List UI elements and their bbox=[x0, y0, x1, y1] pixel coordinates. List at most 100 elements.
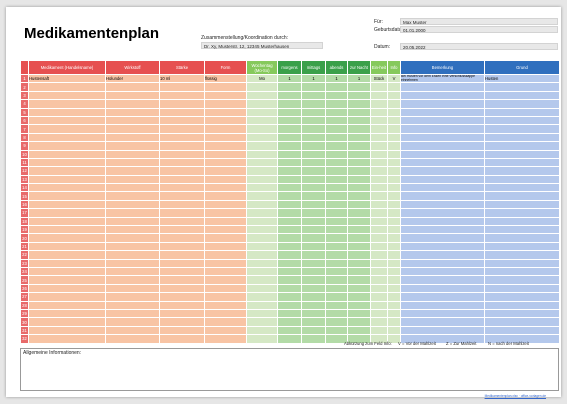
wochentag-cell[interactable] bbox=[246, 124, 278, 134]
grund-cell[interactable] bbox=[484, 334, 560, 344]
grund-cell[interactable] bbox=[484, 275, 560, 285]
wochentag-cell[interactable] bbox=[246, 283, 278, 294]
grund-cell[interactable] bbox=[484, 233, 560, 243]
info-cell[interactable]: V bbox=[387, 73, 401, 84]
morgens-cell[interactable] bbox=[277, 99, 302, 109]
mittags-cell[interactable] bbox=[301, 132, 326, 143]
wochentag-cell[interactable] bbox=[246, 308, 278, 319]
bemerkung-cell[interactable] bbox=[400, 166, 485, 176]
form-cell[interactable] bbox=[204, 149, 247, 159]
grund-cell[interactable] bbox=[484, 325, 560, 336]
staerke-cell[interactable] bbox=[159, 225, 205, 235]
zur-nacht-cell[interactable] bbox=[347, 225, 371, 235]
morgens-cell[interactable] bbox=[277, 149, 302, 159]
wochentag-cell[interactable] bbox=[246, 317, 278, 327]
morgens-cell[interactable] bbox=[277, 266, 302, 277]
form-cell[interactable] bbox=[204, 141, 247, 151]
staerke-cell[interactable] bbox=[159, 124, 205, 134]
wochentag-cell[interactable] bbox=[246, 90, 278, 101]
mittags-cell[interactable] bbox=[301, 216, 326, 227]
mittags-cell[interactable] bbox=[301, 325, 326, 336]
mittags-cell[interactable] bbox=[301, 183, 326, 193]
medikament-cell[interactable] bbox=[28, 266, 106, 277]
bemerkung-cell[interactable] bbox=[400, 308, 485, 319]
staerke-cell[interactable] bbox=[159, 208, 205, 218]
form-cell[interactable] bbox=[204, 132, 247, 143]
morgens-cell[interactable] bbox=[277, 132, 302, 143]
einheit-cell[interactable] bbox=[370, 124, 388, 134]
wirkstoff-cell[interactable] bbox=[105, 300, 160, 310]
mittags-cell[interactable] bbox=[301, 90, 326, 101]
form-cell[interactable]: flüssig bbox=[204, 73, 247, 84]
info-cell[interactable] bbox=[387, 199, 401, 210]
bemerkung-cell[interactable] bbox=[400, 208, 485, 218]
wirkstoff-cell[interactable]: Holunder bbox=[105, 73, 160, 84]
grund-cell[interactable] bbox=[484, 149, 560, 159]
abends-cell[interactable] bbox=[325, 283, 348, 294]
abends-cell[interactable] bbox=[325, 90, 348, 101]
form-cell[interactable] bbox=[204, 199, 247, 210]
medikament-cell[interactable] bbox=[28, 241, 106, 252]
zur-nacht-cell[interactable] bbox=[347, 208, 371, 218]
einheit-cell[interactable] bbox=[370, 241, 388, 252]
einheit-cell[interactable] bbox=[370, 308, 388, 319]
einheit-cell[interactable] bbox=[370, 317, 388, 327]
zur-nacht-cell[interactable] bbox=[347, 191, 371, 201]
zur-nacht-cell[interactable] bbox=[347, 241, 371, 252]
wochentag-cell[interactable] bbox=[246, 250, 278, 260]
grund-cell[interactable] bbox=[484, 258, 560, 269]
grund-cell[interactable] bbox=[484, 166, 560, 176]
medikament-cell[interactable] bbox=[28, 233, 106, 243]
mittags-cell[interactable] bbox=[301, 99, 326, 109]
wirkstoff-cell[interactable] bbox=[105, 174, 160, 185]
morgens-cell[interactable] bbox=[277, 250, 302, 260]
morgens-cell[interactable] bbox=[277, 183, 302, 193]
bemerkung-cell[interactable] bbox=[400, 292, 485, 302]
medikament-cell[interactable] bbox=[28, 132, 106, 143]
wochentag-cell[interactable] bbox=[246, 334, 278, 344]
staerke-cell[interactable] bbox=[159, 166, 205, 176]
form-cell[interactable] bbox=[204, 317, 247, 327]
info-cell[interactable] bbox=[387, 225, 401, 235]
staerke-cell[interactable] bbox=[159, 233, 205, 243]
info-cell[interactable] bbox=[387, 115, 401, 126]
staerke-cell[interactable] bbox=[159, 132, 205, 143]
zur-nacht-cell[interactable] bbox=[347, 107, 371, 117]
wochentag-cell[interactable] bbox=[246, 258, 278, 269]
staerke-cell[interactable] bbox=[159, 149, 205, 159]
info-cell[interactable] bbox=[387, 216, 401, 227]
bemerkung-cell[interactable] bbox=[400, 157, 485, 168]
abends-cell[interactable] bbox=[325, 317, 348, 327]
zur-nacht-cell[interactable] bbox=[347, 132, 371, 143]
abends-cell[interactable] bbox=[325, 99, 348, 109]
morgens-cell[interactable] bbox=[277, 174, 302, 185]
bemerkung-cell[interactable] bbox=[400, 225, 485, 235]
grund-cell[interactable] bbox=[484, 308, 560, 319]
grund-cell[interactable] bbox=[484, 141, 560, 151]
zur-nacht-cell[interactable] bbox=[347, 115, 371, 126]
abends-cell[interactable] bbox=[325, 115, 348, 126]
mittags-cell[interactable] bbox=[301, 141, 326, 151]
abends-cell[interactable] bbox=[325, 208, 348, 218]
morgens-cell[interactable] bbox=[277, 82, 302, 92]
zur-nacht-cell[interactable] bbox=[347, 308, 371, 319]
bemerkung-cell[interactable] bbox=[400, 216, 485, 227]
medikament-cell[interactable] bbox=[28, 141, 106, 151]
medikament-cell[interactable] bbox=[28, 275, 106, 285]
abends-cell[interactable] bbox=[325, 183, 348, 193]
zur-nacht-cell[interactable] bbox=[347, 233, 371, 243]
zur-nacht-cell[interactable] bbox=[347, 216, 371, 227]
abends-cell[interactable] bbox=[325, 250, 348, 260]
bemerkung-cell[interactable] bbox=[400, 233, 485, 243]
mittags-cell[interactable] bbox=[301, 166, 326, 176]
mittags-cell[interactable] bbox=[301, 208, 326, 218]
grund-cell[interactable] bbox=[484, 82, 560, 92]
info-cell[interactable] bbox=[387, 325, 401, 336]
abends-cell[interactable] bbox=[325, 216, 348, 227]
form-cell[interactable] bbox=[204, 258, 247, 269]
staerke-cell[interactable] bbox=[159, 191, 205, 201]
mittags-cell[interactable] bbox=[301, 124, 326, 134]
info-cell[interactable] bbox=[387, 107, 401, 117]
bemerkung-cell[interactable] bbox=[400, 275, 485, 285]
abends-cell[interactable] bbox=[325, 308, 348, 319]
